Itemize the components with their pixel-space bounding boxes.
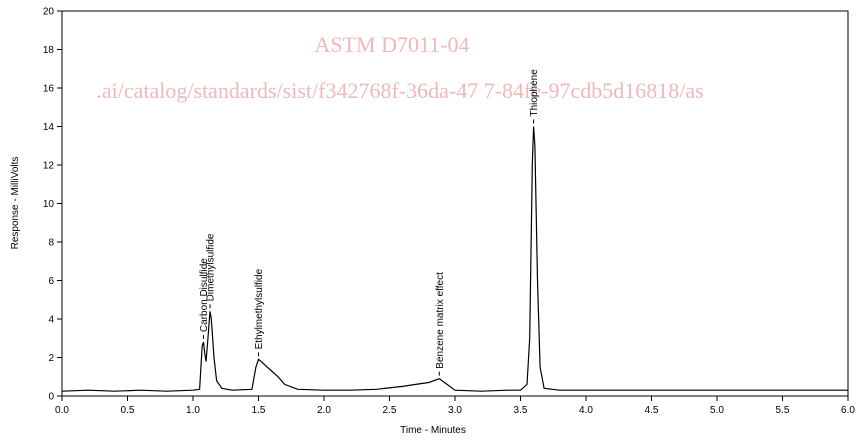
x-tick-label: 6.0 bbox=[841, 405, 855, 416]
x-tick-label: 5.0 bbox=[710, 405, 724, 416]
watermark: .ai/catalog/standards/sist/f342768f-36da… bbox=[96, 78, 703, 103]
y-tick-label: 16 bbox=[43, 84, 55, 95]
x-tick-label: 1.5 bbox=[252, 405, 266, 416]
y-tick-label: 4 bbox=[48, 315, 54, 326]
y-tick-label: 0 bbox=[48, 392, 54, 403]
y-tick-label: 12 bbox=[43, 161, 55, 172]
x-tick-label: 0.5 bbox=[121, 405, 135, 416]
y-tick-label: 20 bbox=[43, 7, 55, 18]
peak-label: Dimethylsulfide bbox=[206, 233, 217, 301]
x-tick-label: 1.0 bbox=[186, 405, 200, 416]
data-line bbox=[61, 126, 848, 392]
x-tick-label: 2.0 bbox=[317, 405, 331, 416]
y-tick-label: 10 bbox=[43, 199, 55, 210]
peak-label: Thiophene bbox=[529, 69, 540, 117]
plot-frame bbox=[61, 10, 849, 397]
x-tick-label: 4.5 bbox=[645, 405, 659, 416]
watermark: ASTM D7011-04 bbox=[314, 32, 469, 57]
y-tick-label: 6 bbox=[48, 276, 54, 287]
x-tick-label: 3.0 bbox=[448, 405, 462, 416]
peak-label: Ethylmethylsulfide bbox=[254, 268, 265, 349]
x-tick-label: 5.5 bbox=[776, 405, 790, 416]
y-axis-label: Response - MilliVolts bbox=[10, 157, 21, 250]
x-tick-label: 3.5 bbox=[514, 405, 528, 416]
y-tick-label: 8 bbox=[48, 238, 54, 249]
x-axis-label: Time - Minutes bbox=[400, 425, 466, 436]
y-tick-label: 14 bbox=[43, 122, 55, 133]
peak-label: Carbon Disulfide bbox=[199, 258, 210, 332]
peak-label: Benzene matrix effect bbox=[435, 272, 446, 369]
y-tick-label: 18 bbox=[43, 45, 55, 56]
x-tick-label: 4.0 bbox=[579, 405, 593, 416]
x-tick-label: 0.0 bbox=[55, 405, 69, 416]
x-tick-label: 2.5 bbox=[383, 405, 397, 416]
y-tick-label: 2 bbox=[48, 353, 54, 364]
